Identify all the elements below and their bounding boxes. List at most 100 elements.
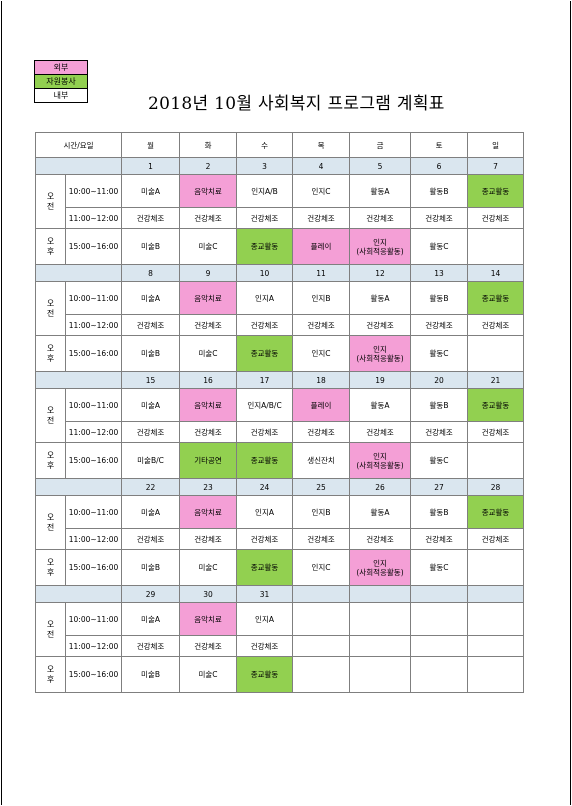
program-cell: 미술A [121,281,181,315]
time-slot-row: 오 전 10:00~11:00 미술A 음악치료 인지A/B 인지C 활동A 활동B 종교활동 [35,174,525,229]
date-blank [34,371,123,389]
date-cell [349,585,412,603]
program-cell: 건강체조 [349,421,412,443]
program-cell: 인지A/B/C [236,388,294,422]
program-cell: 미술B [121,228,181,265]
segment-pm: 오 후 [35,549,66,586]
program-cell: 인지 (사회적응활동) [349,335,412,372]
date-row: 15 16 17 18 19 20 21 [34,371,525,389]
date-cell: 16 [179,371,238,389]
program-cell: 기타공연 [179,442,238,479]
date-cell: 19 [349,371,412,389]
date-cell: 21 [467,371,525,389]
time-slot-row: 11:00~12:00 건강체조 건강체조 건강체조 건강체조 건강체조 건강체조 건강체조 [36,314,525,336]
program-cell [467,656,525,693]
date-row: 29 30 31 [34,585,525,603]
time-slot-row: 오 전 10:00~11:00 미술A 음악치료 인지A 인지B 활동A 활동B 종교활동 [35,281,525,336]
program-cell: 인지A [236,602,294,636]
date-row: 8 9 10 11 12 13 14 [34,264,525,282]
time-slot-row: 오 후 15:00~16:00 미술B 미술C 종교활동 인지C 인지 (사회적응활동) 활동… [35,335,525,372]
date-cell: 24 [236,478,294,496]
program-cell: 건강체조 [410,421,469,443]
program-cell: 인지 (사회적응활동) [349,228,412,265]
program-cell: 음악치료 [179,281,238,315]
program-cell: 미술A [121,388,181,422]
program-cell: 종교활동 [467,388,525,422]
date-cell: 25 [292,478,351,496]
date-cell: 30 [179,585,238,603]
program-cell: 건강체조 [236,314,294,336]
time-slot-row: 11:00~12:00 건강체조 건강체조 건강체조 건강체조 건강체조 건강체조 건강체조 [36,528,525,550]
program-cell: 음악치료 [179,174,238,208]
date-cell: 9 [179,264,238,282]
program-cell: 건강체조 [292,528,351,550]
date-cell: 2 [179,157,238,175]
program-cell: 플레이 [292,388,351,422]
day-header: 목 [292,132,351,158]
date-blank [34,585,123,603]
time-day-header: 시간/요일 [34,132,123,158]
segment-pm: 오 후 [35,335,66,372]
program-cell [467,442,525,479]
color-legend: 외부 자원봉사 내부 [34,60,88,103]
segment-am: 오 전 [35,495,66,550]
program-cell: 미술B [121,335,181,372]
date-cell [292,585,351,603]
program-cell: 인지C [292,549,351,586]
time-cell: 10:00~11:00 [64,495,123,529]
program-cell: 건강체조 [121,635,181,657]
program-cell: 활동B [410,281,469,315]
program-cell: 종교활동 [236,549,294,586]
program-cell: 건강체조 [236,528,294,550]
program-cell: 미술C [179,549,238,586]
program-cell: 건강체조 [410,528,469,550]
program-cell: 건강체조 [236,635,294,657]
date-cell: 10 [236,264,294,282]
date-cell: 23 [179,478,238,496]
program-cell: 인지 (사회적응활동) [349,549,412,586]
program-cell: 미술C [179,228,238,265]
segment-am: 오 전 [35,174,66,229]
program-cell [410,656,469,693]
program-cell: 건강체조 [410,207,469,229]
time-cell: 10:00~11:00 [64,281,123,315]
date-cell: 6 [410,157,469,175]
program-cell: 건강체조 [236,207,294,229]
program-cell: 건강체조 [179,207,238,229]
date-cell: 4 [292,157,351,175]
program-cell: 생신잔치 [292,442,351,479]
program-cell: 인지C [292,335,351,372]
program-cell: 건강체조 [236,421,294,443]
program-cell [467,602,525,636]
program-cell: 건강체조 [467,314,525,336]
program-cell: 건강체조 [179,314,238,336]
time-slot-row: 오 후 15:00~16:00 미술B 미술C 종교활동 인지C 인지 (사회적응활동) 활동… [35,549,525,586]
program-cell: 건강체조 [349,314,412,336]
time-slot-row: 오 후 15:00~16:00 미술B 미술C 종교활동 [35,656,525,693]
program-cell: 미술B [121,549,181,586]
time-slot-row: 11:00~12:00 건강체조 건강체조 건강체조 건강체조 건강체조 건강체조 건강체조 [36,207,525,229]
time-cell: 15:00~16:00 [64,656,123,693]
segment-am: 오 전 [35,281,66,336]
program-cell: 인지B [292,281,351,315]
date-cell: 27 [410,478,469,496]
program-cell: 건강체조 [349,207,412,229]
program-cell: 건강체조 [349,528,412,550]
date-cell: 26 [349,478,412,496]
program-cell: 종교활동 [236,656,294,693]
date-row: 22 23 24 25 26 27 28 [34,478,525,496]
date-cell: 5 [349,157,412,175]
program-cell: 플레이 [292,228,351,265]
date-cell: 12 [349,264,412,282]
program-cell [467,335,525,372]
program-cell: 음악치료 [179,602,238,636]
program-cell: 미술A [121,174,181,208]
program-cell: 건강체조 [121,314,181,336]
date-cell [410,585,469,603]
program-cell: 활동A [349,281,412,315]
time-slot-row: 오 후 15:00~16:00 미술B/C 기타공연 종교활동 생신잔치 인지 (사회적응활… [35,442,525,479]
time-slot-row: 오 전 10:00~11:00 미술A 음악치료 인지A/B/C 플레이 활동A 활동B 종교활… [35,388,525,443]
date-cell: 17 [236,371,294,389]
date-cell [467,585,525,603]
time-slot-row: 오 전 10:00~11:00 미술A 음악치료 인지A [35,602,525,657]
